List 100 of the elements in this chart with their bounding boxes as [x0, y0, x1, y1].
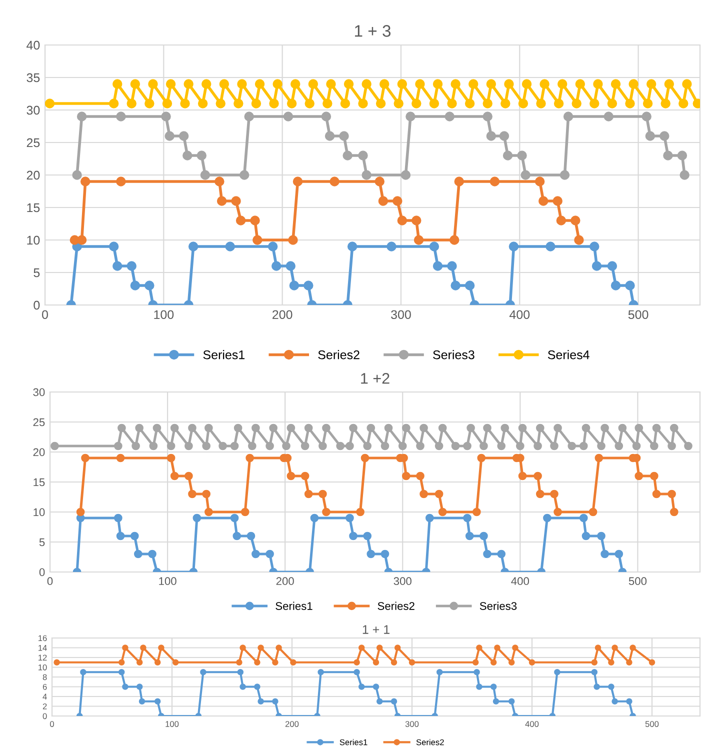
point — [486, 131, 496, 141]
point — [116, 112, 126, 122]
y-tick-label: 2 — [42, 703, 47, 710]
y-tick-label: 10 — [38, 664, 47, 670]
point — [680, 170, 690, 180]
point — [464, 280, 475, 290]
point — [528, 659, 536, 666]
y-tick-label: 5 — [34, 268, 40, 278]
point — [170, 472, 179, 480]
point — [677, 150, 688, 160]
point — [660, 131, 670, 141]
point — [161, 112, 171, 122]
point — [342, 150, 352, 160]
y-tick-label: 6 — [42, 684, 47, 690]
legend-label: Series1 — [340, 739, 368, 746]
point — [476, 684, 482, 690]
point — [362, 170, 372, 180]
point — [130, 532, 139, 540]
point — [258, 698, 264, 704]
point — [232, 532, 242, 540]
point — [112, 261, 122, 271]
y-tick-label: 0 — [39, 568, 45, 576]
point — [76, 508, 85, 516]
point — [582, 532, 590, 540]
x-tick-label: 200 — [276, 577, 294, 586]
point — [80, 669, 86, 676]
point — [594, 644, 602, 651]
x-tick-label: 100 — [154, 310, 174, 320]
point — [543, 514, 552, 522]
y-tick-label: 10 — [34, 508, 45, 516]
point — [330, 176, 340, 186]
point — [416, 472, 424, 480]
y-tick-label: 12 — [38, 654, 47, 661]
point — [376, 644, 383, 651]
point — [126, 261, 136, 271]
point — [136, 684, 143, 690]
x-tick-label: 200 — [272, 310, 292, 320]
point — [490, 176, 500, 186]
point — [144, 280, 154, 290]
x-tick-label: 500 — [628, 310, 648, 320]
point — [372, 659, 380, 666]
point — [434, 490, 444, 498]
point — [670, 508, 678, 516]
point — [134, 550, 142, 558]
y-tick-label: 0 — [42, 713, 47, 720]
point — [402, 472, 410, 480]
point — [374, 176, 384, 186]
point — [244, 112, 254, 122]
y-tick-label: 16 — [38, 635, 47, 642]
y-tick-label: 5 — [39, 538, 45, 546]
y-tick-label: 10 — [27, 236, 40, 245]
point — [322, 508, 330, 516]
point — [497, 550, 506, 558]
point — [534, 472, 542, 480]
point — [122, 644, 128, 651]
point — [642, 112, 652, 122]
point — [118, 669, 125, 676]
point — [414, 235, 424, 245]
point — [626, 659, 632, 666]
y-tick-label: 35 — [26, 73, 40, 82]
point — [508, 698, 515, 704]
x-tick-label: 400 — [525, 721, 539, 727]
point — [608, 659, 614, 666]
point — [252, 550, 260, 558]
point — [276, 644, 282, 651]
point — [354, 669, 360, 676]
point — [376, 698, 383, 704]
point — [272, 698, 278, 704]
point — [339, 131, 349, 141]
chart-title: 1 +2 — [361, 373, 390, 384]
point — [612, 644, 618, 651]
point — [610, 280, 621, 290]
point — [188, 242, 198, 252]
point — [518, 472, 527, 480]
chart-title: 1 + 1 — [362, 625, 390, 634]
point — [380, 550, 390, 558]
point — [490, 659, 497, 666]
point — [172, 659, 179, 666]
point — [184, 472, 193, 480]
y-tick-label: 14 — [38, 645, 47, 651]
point — [254, 684, 260, 690]
x-tick-label: 200 — [285, 721, 299, 727]
point — [188, 490, 196, 498]
point — [591, 669, 598, 676]
point — [476, 644, 482, 651]
legend-label: Series2 — [416, 739, 444, 746]
point — [472, 659, 479, 666]
point — [358, 684, 365, 690]
point — [480, 532, 488, 540]
point — [366, 550, 376, 558]
legend-label: Series4 — [548, 350, 590, 360]
point — [346, 514, 354, 522]
point — [397, 216, 408, 226]
point — [579, 514, 588, 522]
point — [614, 550, 624, 558]
chart-title: 1 + 3 — [355, 25, 391, 37]
point — [436, 669, 443, 676]
point — [192, 514, 202, 522]
point — [574, 235, 584, 245]
point — [472, 508, 481, 516]
